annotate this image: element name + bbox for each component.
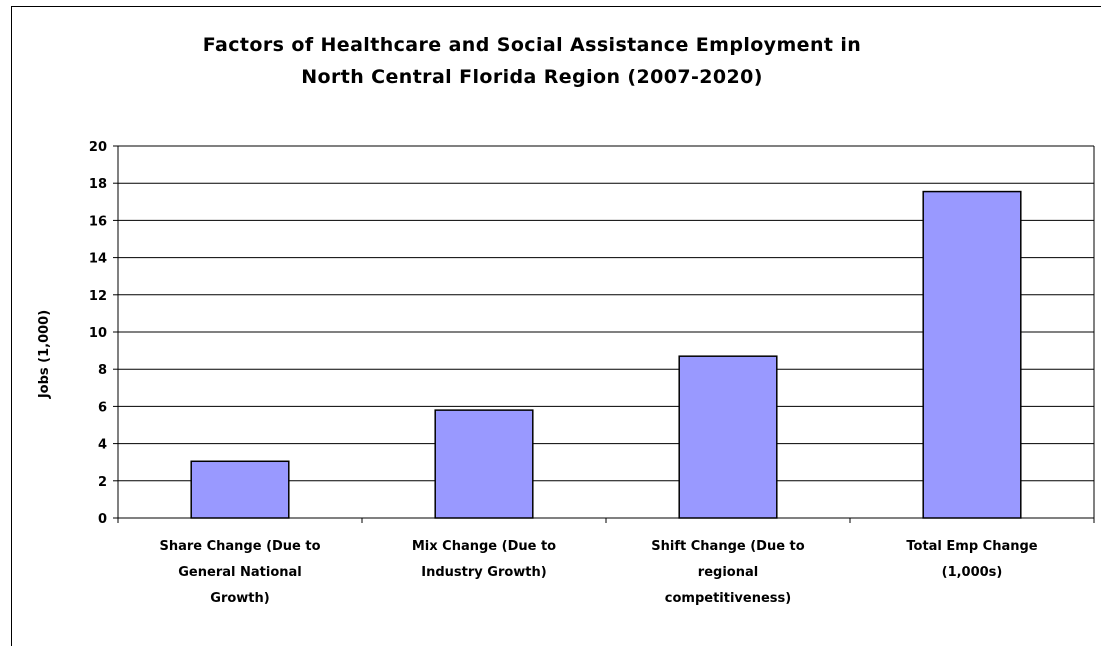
y-tick-label: 2 [98, 475, 107, 490]
y-tick-label: 8 [98, 363, 107, 378]
y-tick-label: 20 [89, 140, 107, 155]
y-tick-label: 4 [98, 438, 107, 453]
y-tick-label: 12 [89, 289, 107, 304]
y-tick-label: 6 [98, 400, 107, 415]
x-category-label: Share Change (Due to General National Grow… [159, 539, 320, 606]
y-tick-label: 16 [89, 214, 107, 229]
bar [190, 460, 290, 519]
x-category-label: Shift Change (Due to regional competitiven… [651, 539, 804, 606]
bars [190, 190, 1022, 519]
chart-title: Factors of Healthcare and Social Assista… [0, 29, 1064, 93]
x-category-label: Total Emp Change (1,000s) [906, 539, 1037, 580]
labels: 0 2 4 6 8 10 12 14 16 18 20 Share Change (Due to Gen… [89, 140, 1038, 606]
bar [434, 409, 534, 519]
chart-title-line-1: Factors of Healthcare and Social Assista… [202, 34, 862, 56]
y-tick-label: 0 [98, 512, 107, 527]
y-axis-title: Jobs (1,000) [37, 310, 52, 399]
chart-frame [11, 6, 1101, 646]
y-tick-label: 18 [89, 177, 107, 192]
bar [678, 355, 778, 519]
chart-title-line-2: North Central Florida Region (2007-2020) [301, 66, 763, 88]
y-tick-label: 10 [89, 326, 107, 341]
x-category-label: Mix Change (Due to Industry Growth) [412, 539, 556, 580]
bar [922, 190, 1022, 519]
axes [113, 145, 1095, 523]
y-tick-label: 14 [89, 252, 107, 267]
